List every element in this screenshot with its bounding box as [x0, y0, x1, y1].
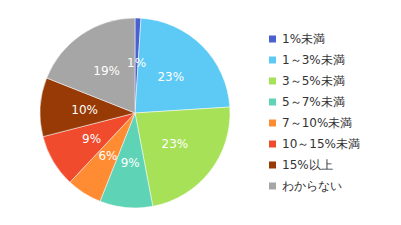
svg-text:7～10%未満: 7～10%未満: [282, 116, 352, 130]
svg-text:1～3%未満: 1～3%未満: [282, 53, 345, 67]
svg-text:3～5%未満: 3～5%未満: [282, 74, 345, 88]
svg-text:15%以上: 15%以上: [282, 158, 333, 172]
svg-text:19%: 19%: [93, 64, 120, 78]
svg-text:10%: 10%: [71, 103, 98, 117]
svg-text:23%: 23%: [157, 70, 184, 84]
svg-text:10～15%未満: 10～15%未満: [282, 137, 360, 151]
svg-text:わからない: わからない: [282, 179, 342, 193]
svg-text:1%: 1%: [127, 56, 146, 70]
svg-text:6%: 6%: [98, 149, 117, 163]
svg-text:1%未満: 1%未満: [282, 32, 325, 46]
svg-text:9%: 9%: [121, 156, 140, 170]
svg-text:9%: 9%: [82, 132, 101, 146]
svg-text:5～7%未満: 5～7%未満: [282, 95, 345, 109]
svg-text:23%: 23%: [162, 137, 189, 151]
